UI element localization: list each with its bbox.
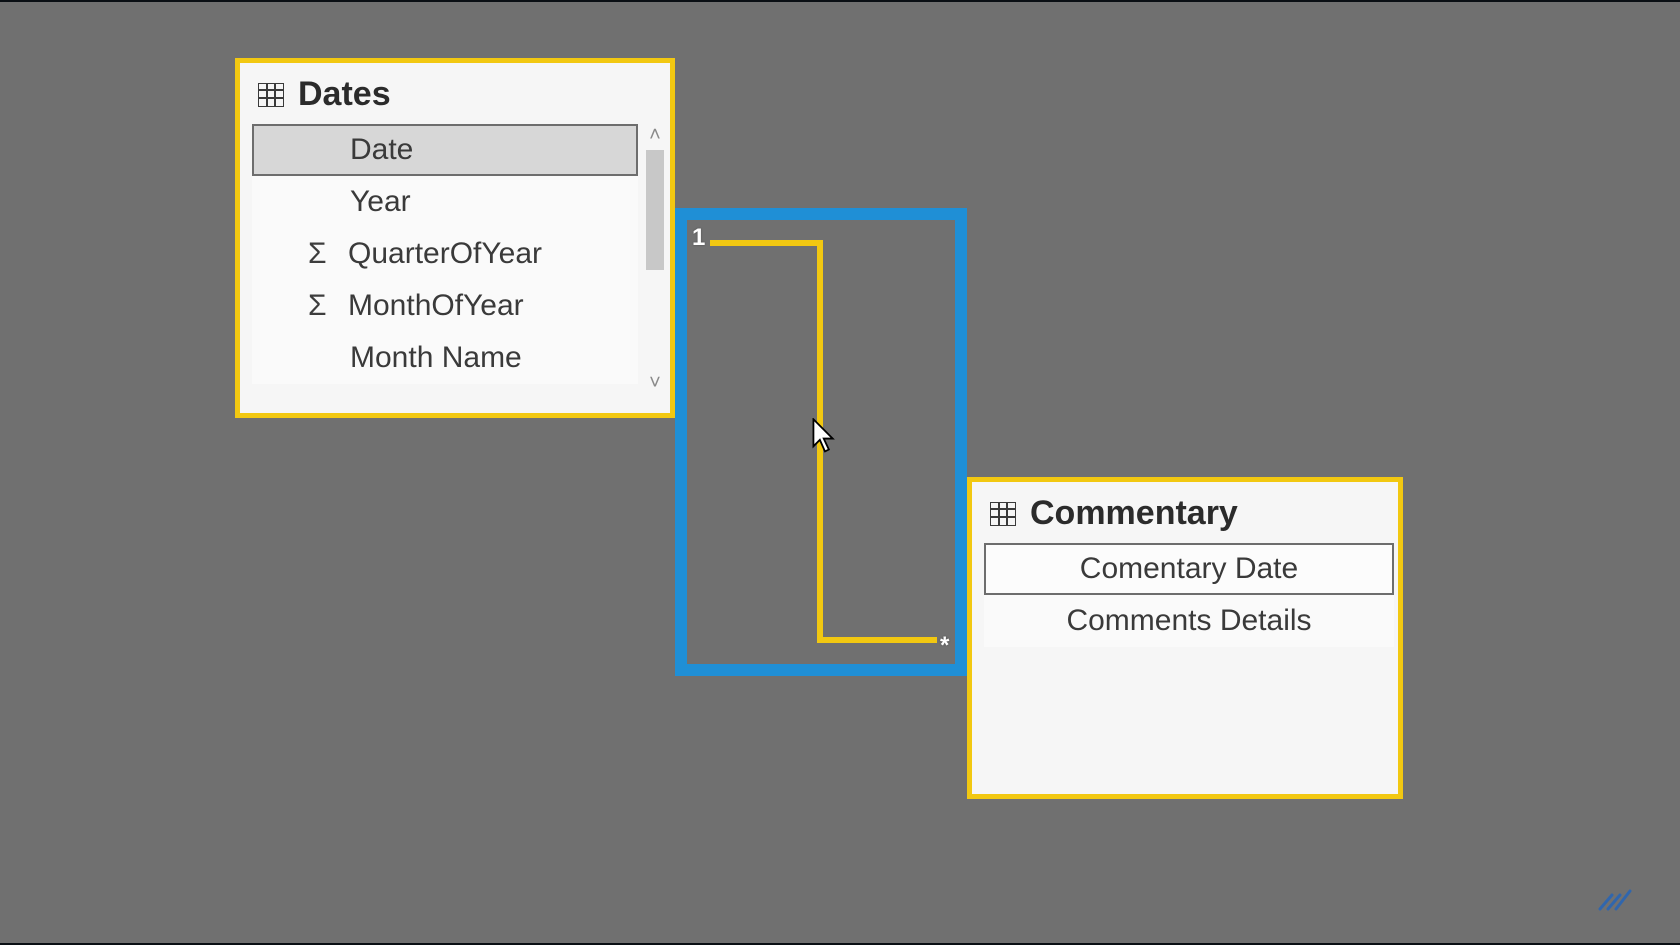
table-card-commentary[interactable]: Commentary Comentary Date Comments Detai… xyxy=(967,477,1403,799)
field-list-commentary: Comentary Date Comments Details xyxy=(984,543,1386,647)
field-list-dates: Date Year Σ QuarterOfYear Σ MonthOfYear … xyxy=(252,124,658,384)
field-label: Date xyxy=(350,133,413,167)
field-comments-details[interactable]: Comments Details xyxy=(984,595,1394,647)
table-header-commentary[interactable]: Commentary xyxy=(972,482,1398,543)
model-view-canvas[interactable]: 1 * Dates Date Year xyxy=(0,0,1680,945)
table-icon xyxy=(258,83,284,107)
cardinality-many-label: * xyxy=(940,632,949,660)
letterbox-top xyxy=(0,0,1680,2)
field-month-name[interactable]: Month Name xyxy=(252,332,638,384)
cardinality-one-label: 1 xyxy=(692,224,705,252)
table-card-dates[interactable]: Dates Date Year Σ QuarterOfYear Σ MonthO… xyxy=(235,58,675,418)
field-label: Month Name xyxy=(350,341,522,375)
field-date[interactable]: Date xyxy=(252,124,638,176)
field-year[interactable]: Year xyxy=(252,176,638,228)
scroll-thumb[interactable] xyxy=(646,150,664,270)
sigma-icon: Σ xyxy=(308,289,327,323)
field-label: Comments Details xyxy=(986,604,1392,638)
field-label: Comentary Date xyxy=(986,552,1392,586)
field-monthofyear[interactable]: Σ MonthOfYear xyxy=(252,280,638,332)
field-label: QuarterOfYear xyxy=(348,237,542,271)
scroll-up-icon[interactable]: ˄ xyxy=(644,124,666,146)
field-commentary-date[interactable]: Comentary Date xyxy=(984,543,1394,595)
watermark-icon xyxy=(1594,885,1640,915)
table-header-dates[interactable]: Dates xyxy=(240,63,670,124)
relationship-highlight-box xyxy=(675,208,967,676)
scrollbar[interactable]: ˄ ˅ xyxy=(644,124,666,394)
table-title: Commentary xyxy=(1030,494,1238,533)
field-label: MonthOfYear xyxy=(348,289,524,323)
field-quarterofyear[interactable]: Σ QuarterOfYear xyxy=(252,228,638,280)
sigma-icon: Σ xyxy=(308,237,327,271)
table-title: Dates xyxy=(298,75,391,114)
table-icon xyxy=(990,502,1016,526)
scroll-down-icon[interactable]: ˅ xyxy=(644,372,666,394)
field-label: Year xyxy=(350,185,411,219)
